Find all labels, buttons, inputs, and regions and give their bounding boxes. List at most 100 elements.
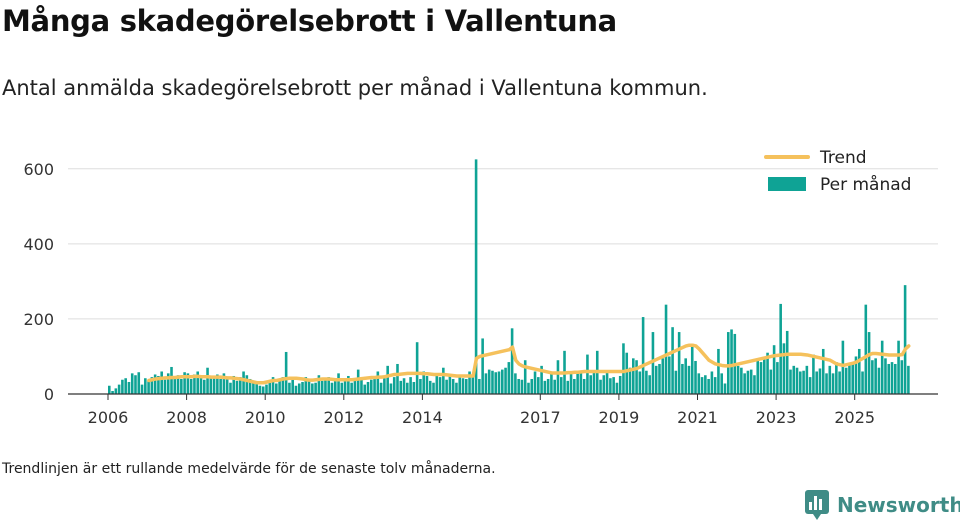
bar [497, 371, 501, 394]
bar [468, 371, 471, 394]
bar [284, 351, 288, 394]
bar [903, 285, 907, 394]
bar [546, 378, 550, 394]
bar [366, 381, 370, 394]
bar [278, 380, 281, 394]
bar [890, 362, 894, 394]
bar [884, 358, 887, 394]
bar [736, 365, 740, 394]
legend-bar-label: Per månad [820, 174, 911, 195]
bar [599, 379, 602, 394]
bar [219, 378, 222, 394]
legend: Trend Per månad [764, 148, 911, 195]
bar [740, 367, 743, 394]
bar [389, 383, 393, 394]
bar [687, 365, 691, 394]
bar [130, 373, 134, 394]
bar [199, 377, 203, 394]
bar [399, 380, 403, 394]
bar [189, 378, 193, 394]
bar [815, 371, 818, 394]
brand[interactable]: Newsworthy [804, 488, 960, 522]
bar [294, 385, 298, 394]
bar [602, 375, 606, 394]
bar [795, 367, 799, 394]
bar [818, 368, 822, 394]
bar [140, 384, 144, 394]
bar [337, 373, 340, 394]
bar [481, 338, 484, 394]
bar [432, 382, 435, 394]
bar [291, 378, 294, 394]
bar [805, 365, 809, 394]
bar [478, 378, 481, 394]
bar [317, 375, 321, 394]
bar [717, 348, 720, 394]
bar [907, 365, 910, 394]
bar [769, 369, 773, 394]
bar [579, 371, 583, 394]
bar [746, 370, 750, 394]
bar [301, 381, 304, 394]
bar [808, 377, 812, 394]
bar [494, 372, 498, 394]
bar [229, 382, 232, 394]
bar [694, 360, 697, 394]
bar [553, 379, 556, 394]
bar [723, 383, 727, 394]
bar [671, 327, 674, 394]
bar [288, 382, 291, 394]
bar [632, 358, 635, 394]
bar [576, 370, 579, 394]
bar [838, 371, 841, 394]
bar [183, 372, 186, 394]
bar [821, 348, 825, 394]
bar [255, 383, 258, 394]
bar [406, 382, 409, 394]
bar [333, 380, 337, 394]
bar [841, 340, 845, 394]
bar [743, 373, 746, 394]
bar [707, 378, 710, 394]
bar [222, 373, 226, 394]
bar [235, 380, 239, 394]
bar [887, 363, 891, 394]
bar [753, 375, 756, 394]
bar [442, 367, 445, 394]
bar [792, 365, 796, 394]
bar [648, 375, 651, 394]
bar [330, 382, 334, 394]
bar [710, 371, 714, 394]
bar [828, 365, 832, 394]
bar [664, 304, 668, 394]
bar [458, 377, 462, 394]
bar [314, 382, 317, 394]
bar [392, 377, 396, 394]
bar [612, 377, 615, 394]
bar [121, 379, 124, 394]
bar [124, 378, 127, 394]
bar [589, 375, 592, 394]
bar [609, 378, 612, 394]
bar [573, 378, 576, 394]
bar [242, 371, 245, 394]
bar [625, 352, 629, 394]
bar [370, 379, 373, 394]
bar [160, 371, 163, 394]
bar [635, 360, 638, 394]
trend-line [147, 343, 911, 385]
bar [851, 362, 854, 394]
bar [157, 375, 160, 394]
bar [114, 388, 118, 394]
bar [258, 385, 262, 394]
bar [239, 377, 242, 394]
bar [523, 360, 527, 394]
bar [658, 363, 661, 394]
bar [759, 362, 763, 394]
y-tick-label: 200 [23, 310, 54, 329]
bar [645, 370, 648, 394]
bar [501, 369, 504, 394]
bar [396, 363, 399, 394]
bar [674, 370, 678, 394]
bar [799, 371, 802, 394]
